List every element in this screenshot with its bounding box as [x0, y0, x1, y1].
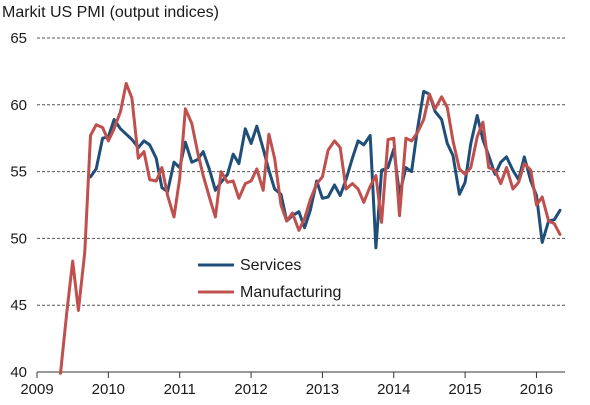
y-tick-label: 45 [10, 297, 27, 314]
legend-label: Manufacturing [240, 284, 341, 301]
series-line-manufacturing [59, 81, 562, 375]
x-tick-label: 2015 [448, 381, 481, 398]
legend-label: Services [240, 257, 301, 274]
chart-title: Markit US PMI (output indices) [2, 4, 219, 21]
gridlines [37, 37, 565, 306]
x-tick-label: 2009 [20, 381, 53, 398]
y-tick-label: 65 [10, 30, 27, 47]
x-axis [36, 371, 565, 378]
x-tick-label: 2011 [164, 381, 196, 398]
x-tick-label: 2012 [234, 381, 267, 398]
x-tick-label: 2013 [306, 381, 339, 398]
legend: Services Manufacturing [198, 257, 341, 301]
y-tick-label: 55 [10, 164, 27, 181]
y-tick-label: 60 [10, 97, 27, 114]
x-tick-label: 2016 [520, 381, 553, 398]
x-tick-label: 2010 [92, 381, 125, 398]
y-tick-label: 50 [10, 230, 27, 247]
series-lines [59, 81, 562, 375]
series-line-services [89, 89, 562, 250]
x-axis-tick-labels: 2009 2010 2011 2012 2013 2014 2015 2016 [20, 381, 553, 398]
x-tick-label: 2014 [377, 381, 410, 398]
y-axis-tick-labels: 40 45 50 55 60 65 [10, 30, 27, 381]
y-tick-label: 40 [10, 364, 27, 381]
